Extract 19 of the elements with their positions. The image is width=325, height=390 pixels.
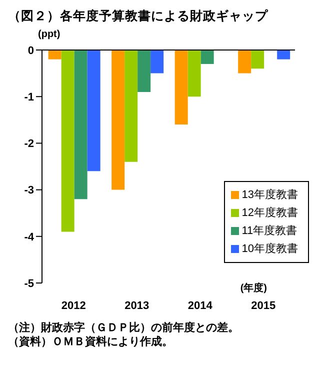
x-tick-label: 2013 [124,300,150,312]
y-tick-label: -5 [24,278,34,290]
x-axis-title: (年度) [240,281,267,295]
y-tick-label: -4 [24,231,35,244]
legend-label: 12年度教書 [242,206,298,221]
x-tick-label: 2014 [188,300,214,312]
x-tick-label: 2012 [61,300,86,312]
chart-title: （図２）各年度予算教書による財政ギャップ [8,8,269,25]
x-tick-label: 2015 [251,300,276,312]
legend-label: 13年度教書 [242,188,298,203]
legend-label: 10年度教書 [242,242,298,257]
y-axis-title: (ppt) [38,29,60,40]
legend-label: 11年度教書 [242,224,298,239]
y-tick-label: -1 [24,92,34,104]
y-tick-label: -2 [24,138,34,150]
text: （注）財政赤字（ＧＤＰ比）の前年度との差。 [8,321,240,335]
text: （資料）ＯＭＢ資料により作成。 [8,335,174,349]
y-tick-label: -3 [24,184,34,197]
y-tick-label: 0 [28,44,34,57]
